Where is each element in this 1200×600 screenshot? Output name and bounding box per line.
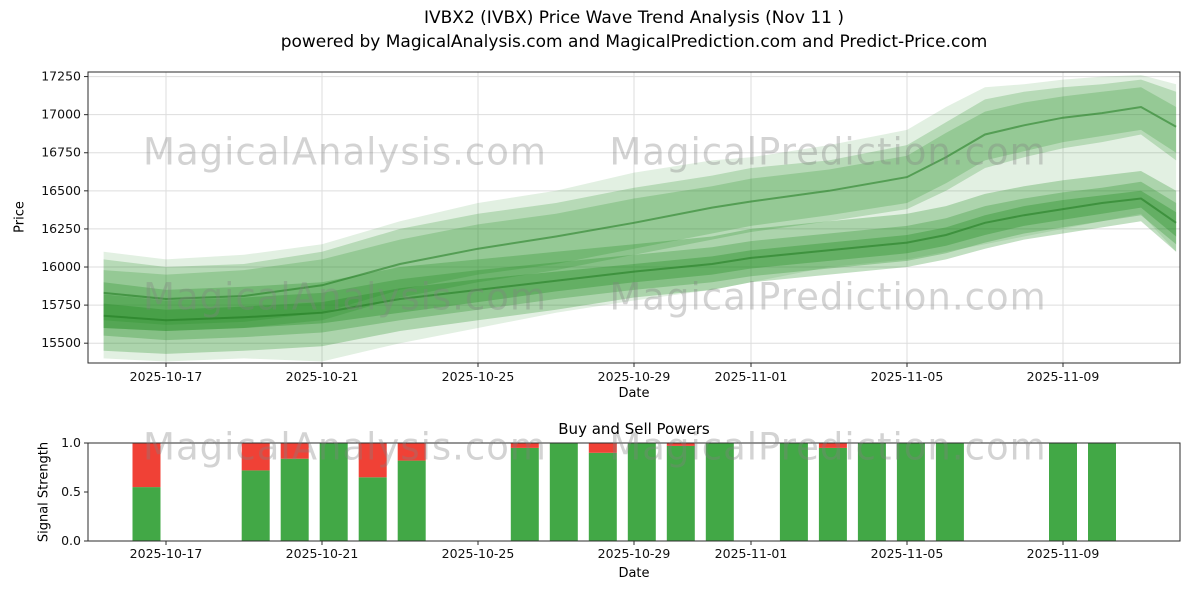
signal-x-axis-label: Date bbox=[618, 566, 650, 581]
price-wave-band bbox=[103, 181, 1177, 341]
buy-power-bar bbox=[705, 443, 734, 541]
price-wave-band bbox=[103, 75, 1177, 362]
sell-power-bar bbox=[666, 443, 695, 446]
bar-chart-title: Buy and Sell Powers bbox=[558, 420, 710, 438]
watermark-prediction-2: MagicalPrediction.com bbox=[609, 275, 1047, 319]
signal-x-tick-label: 2025-10-17 bbox=[130, 546, 203, 561]
sell-power-bar bbox=[397, 443, 426, 461]
watermark-prediction-1: MagicalPrediction.com bbox=[609, 130, 1047, 174]
buy-power-bar bbox=[779, 443, 808, 541]
signal-x-tick-label: 2025-11-01 bbox=[715, 546, 788, 561]
buy-power-bar bbox=[358, 477, 387, 541]
price-y-tick-label: 16500 bbox=[41, 183, 81, 198]
price-y-tick-label: 16250 bbox=[41, 221, 81, 236]
sell-power-bar bbox=[132, 443, 161, 488]
watermark-analysis-2: MagicalAnalysis.com bbox=[143, 275, 547, 319]
figure-title-line2: powered by MagicalAnalysis.com and Magic… bbox=[280, 31, 988, 52]
buy-power-bar bbox=[818, 447, 847, 541]
price-x-tick-label: 2025-11-01 bbox=[715, 369, 788, 384]
buy-power-bar bbox=[1049, 443, 1077, 541]
price-x-tick-label: 2025-10-21 bbox=[286, 369, 359, 384]
buy-power-bar bbox=[1088, 443, 1116, 541]
sell-power-bar bbox=[280, 443, 309, 459]
buy-power-bar bbox=[397, 460, 426, 541]
signal-x-tick-label: 2025-11-05 bbox=[871, 546, 944, 561]
price-x-axis-label: Date bbox=[618, 386, 650, 401]
buy-power-bar bbox=[935, 443, 964, 541]
sell-power-bar bbox=[241, 443, 270, 471]
price-x-tick-label: 2025-11-05 bbox=[871, 369, 944, 384]
price-trend-line bbox=[103, 197, 1177, 322]
price-y-tick-label: 15750 bbox=[41, 297, 81, 312]
sell-power-bar bbox=[510, 443, 539, 448]
sell-power-bar bbox=[358, 443, 387, 478]
price-wave-band bbox=[103, 190, 1177, 331]
price-y-tick-label: 16000 bbox=[41, 259, 81, 274]
figure-title-line1: IVBX2 (IVBX) Price Wave Trend Analysis (… bbox=[424, 8, 844, 28]
watermark-analysis-1: MagicalAnalysis.com bbox=[143, 130, 547, 174]
buy-power-bar bbox=[666, 445, 695, 541]
sell-power-bar bbox=[818, 443, 847, 448]
signal-y-tick-label: 0.5 bbox=[61, 484, 81, 499]
buy-power-bar bbox=[319, 443, 348, 541]
signal-y-axis-label: Signal Strength bbox=[36, 441, 52, 543]
signal-x-tick-label: 2025-10-29 bbox=[598, 546, 671, 561]
price-y-axis-label: Price bbox=[12, 201, 28, 233]
price-y-tick-label: 16750 bbox=[41, 145, 81, 160]
buy-power-bar bbox=[280, 458, 309, 541]
price-y-tick-label: 17250 bbox=[41, 69, 81, 84]
buy-power-bar bbox=[627, 443, 656, 541]
price-trend-line bbox=[103, 105, 1177, 301]
buy-power-bar bbox=[241, 470, 270, 541]
signal-x-tick-label: 2025-11-09 bbox=[1027, 546, 1100, 561]
buy-power-bar bbox=[857, 443, 886, 541]
price-x-tick-label: 2025-10-29 bbox=[598, 369, 671, 384]
signal-y-tick-label: 0.0 bbox=[61, 533, 81, 548]
buy-power-bar bbox=[549, 443, 578, 541]
price-wave-band bbox=[103, 87, 1177, 325]
buy-power-bar bbox=[132, 487, 161, 541]
price-wave-band bbox=[103, 171, 1177, 354]
signal-y-tick-label: 1.0 bbox=[61, 435, 81, 450]
price-y-tick-label: 17000 bbox=[41, 107, 81, 122]
price-x-tick-label: 2025-11-09 bbox=[1027, 369, 1100, 384]
price-x-tick-label: 2025-10-17 bbox=[130, 369, 203, 384]
sell-power-bar bbox=[588, 443, 617, 453]
price-x-tick-label: 2025-10-25 bbox=[442, 369, 515, 384]
signal-x-tick-label: 2025-10-25 bbox=[442, 546, 515, 561]
signal-x-tick-label: 2025-10-21 bbox=[286, 546, 359, 561]
figure-title: IVBX2 (IVBX) Price Wave Trend Analysis (… bbox=[88, 7, 1180, 55]
watermark-analysis-3: MagicalAnalysis.com bbox=[143, 425, 547, 469]
buy-power-bar bbox=[510, 447, 539, 541]
buy-power-bar bbox=[588, 452, 617, 541]
watermark-prediction-3: MagicalPrediction.com bbox=[609, 425, 1047, 469]
price-wave-band bbox=[103, 79, 1177, 331]
price-y-tick-label: 15500 bbox=[41, 335, 81, 350]
buy-power-bar bbox=[896, 443, 925, 541]
